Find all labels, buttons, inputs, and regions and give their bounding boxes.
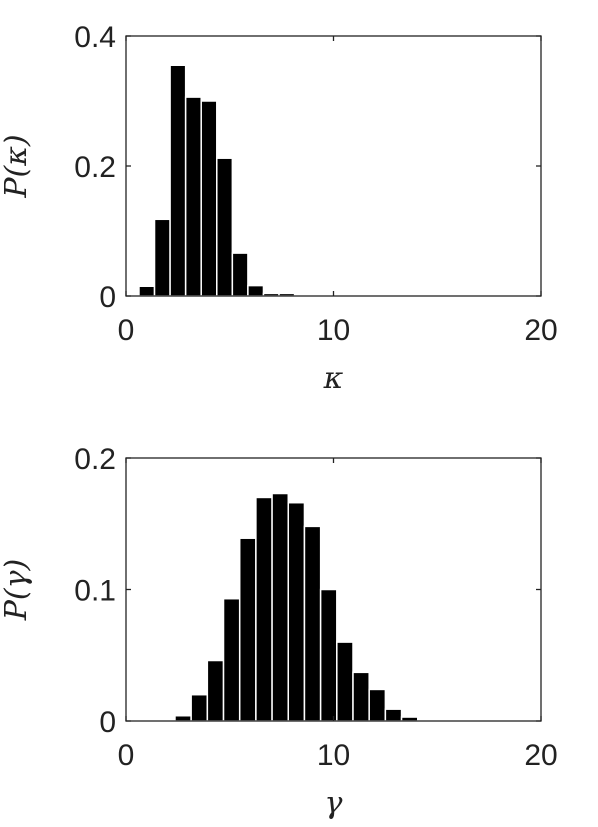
kappa-y-tick-label-1: 0.2 bbox=[74, 151, 116, 184]
kappa-bar-3 bbox=[184, 96, 202, 297]
gamma-bar-11 bbox=[352, 671, 370, 722]
kappa-bar-5 bbox=[216, 157, 234, 297]
kappa-axes-frame bbox=[125, 35, 542, 297]
gamma-bar-9 bbox=[319, 588, 338, 722]
gamma-bar-5 bbox=[255, 496, 273, 722]
gamma-bar-3 bbox=[222, 597, 241, 722]
kappa-y-axis-label: P(κ) bbox=[0, 134, 34, 198]
gamma-y-tick-label-2: 0.2 bbox=[74, 443, 116, 476]
kappa-x-tick-label-2: 20 bbox=[524, 314, 557, 347]
gamma-bar-1 bbox=[190, 693, 209, 722]
gamma-bar-8 bbox=[303, 525, 322, 722]
kappa-y-tick-label-0: 0 bbox=[99, 281, 116, 314]
kappa-bar-6 bbox=[231, 252, 249, 297]
kappa-ticks: 0 10 20 0 0.2 0.4 bbox=[74, 21, 557, 347]
kappa-y-tick-label-2: 0.4 bbox=[74, 21, 116, 54]
gamma-histogram: 0 10 20 0 0.1 0.2 γ P(γ) bbox=[0, 443, 558, 821]
gamma-bar-6 bbox=[271, 492, 290, 722]
gamma-x-axis-label: γ bbox=[325, 786, 343, 821]
kappa-bar-7 bbox=[247, 284, 265, 297]
kappa-histogram: 0 10 20 0 0.2 0.4 κ P(κ) bbox=[0, 21, 558, 396]
gamma-bar-7 bbox=[287, 501, 306, 722]
kappa-x-tick-label-0: 0 bbox=[118, 314, 135, 347]
kappa-bar-2 bbox=[169, 64, 187, 297]
kappa-bar-1 bbox=[153, 218, 171, 297]
gamma-axes-frame bbox=[125, 457, 542, 722]
gamma-bar-0 bbox=[174, 714, 192, 722]
gamma-x-tick-label-1: 10 bbox=[317, 739, 350, 772]
gamma-bar-4 bbox=[238, 537, 257, 722]
gamma-bar-2 bbox=[206, 659, 225, 722]
gamma-bar-13 bbox=[384, 708, 403, 722]
gamma-x-tick-label-2: 20 bbox=[524, 739, 557, 772]
gamma-y-tick-label-0: 0 bbox=[99, 706, 116, 739]
kappa-bar-4 bbox=[200, 100, 218, 297]
gamma-bar-10 bbox=[336, 641, 354, 722]
kappa-x-tick-label-1: 10 bbox=[317, 314, 350, 347]
kappa-bar-0 bbox=[138, 285, 156, 297]
gamma-y-axis-label: P(γ) bbox=[0, 559, 34, 622]
gamma-bar-12 bbox=[368, 688, 387, 722]
gamma-y-tick-label-1: 0.1 bbox=[74, 575, 116, 608]
kappa-bars bbox=[138, 64, 296, 297]
kappa-x-axis-label: κ bbox=[323, 361, 344, 396]
gamma-bars bbox=[174, 492, 451, 722]
gamma-x-tick-label-0: 0 bbox=[118, 739, 135, 772]
